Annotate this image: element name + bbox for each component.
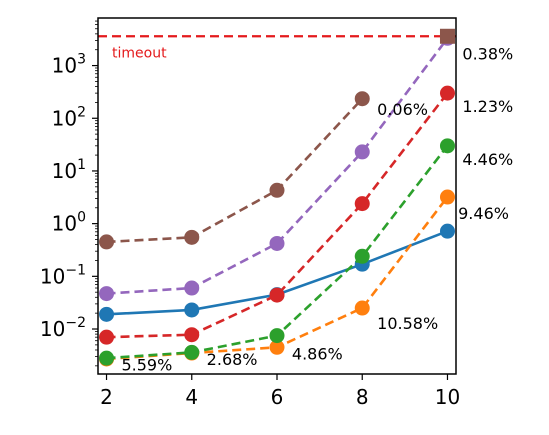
series-2-point-4: [439, 138, 455, 154]
series-0-point-0: [99, 306, 115, 322]
series-5-point-1: [184, 229, 200, 245]
series-2-point-2: [269, 328, 285, 344]
series-3-point-4: [439, 85, 455, 101]
series-0-point-1: [184, 302, 200, 318]
annotation-0: 0.38%: [462, 44, 513, 63]
x-tick-label-2: 6: [271, 385, 284, 409]
series-1-point-3: [354, 300, 370, 316]
annotation-7: 2.68%: [207, 350, 258, 369]
x-tick-label-1: 4: [185, 385, 198, 409]
y-tick-label-0: 10−2: [40, 315, 86, 341]
series-5-point-0: [99, 234, 115, 250]
annotation-8: 5.59%: [121, 356, 172, 375]
timeout-label: timeout: [112, 45, 167, 61]
series-4-point-1: [184, 280, 200, 296]
axes: 2 4 6 8 10 10−2 10−1 100 101 102 103: [40, 20, 460, 409]
annotation-1: 1.23%: [462, 97, 513, 116]
series-2-point-1: [184, 344, 200, 360]
series-0-point-4: [439, 223, 455, 239]
series-5-line: [106, 97, 364, 244]
plot-area: timeout: [98, 28, 456, 367]
annotation-4: 9.46%: [458, 204, 509, 223]
series-2-point-0: [99, 350, 115, 366]
y-tick-label-2: 100: [52, 210, 86, 236]
series-4-point-3: [354, 144, 370, 160]
x-tick-label-4: 10: [435, 385, 460, 409]
series-3-point-0: [99, 329, 115, 345]
annotation-2: 0.06%: [377, 100, 428, 119]
y-tick-label-1: 10−1: [40, 262, 86, 288]
series-3-point-1: [184, 327, 200, 343]
series-4-point-0: [99, 286, 115, 302]
series-5-point-2: [269, 182, 285, 198]
series-5-point-3: [354, 91, 370, 107]
series-3-point-3: [354, 196, 370, 212]
y-tick-label-4: 102: [52, 104, 86, 130]
series-1-point-4: [439, 189, 455, 205]
x-tick-label-0: 2: [100, 385, 113, 409]
annotations: 0.38% 1.23% 0.06% 4.46% 9.46% 10.58% 4.86% 2.68…: [121, 44, 513, 374]
y-tick-label-3: 101: [52, 157, 86, 183]
x-tick-label-3: 8: [356, 385, 369, 409]
annotation-3: 4.46%: [462, 150, 513, 169]
series-4-line: [106, 37, 449, 295]
annotation-6: 4.86%: [292, 345, 343, 364]
series-2-point-3: [354, 248, 370, 264]
series-5-end-marker: [439, 28, 455, 44]
series-1-point-2: [269, 339, 285, 355]
series-3-point-2: [269, 287, 285, 303]
series-4-point-2: [269, 235, 285, 251]
annotation-5: 10.58%: [377, 314, 438, 333]
series-3-line: [106, 92, 449, 339]
y-tick-label-5: 103: [52, 52, 86, 78]
